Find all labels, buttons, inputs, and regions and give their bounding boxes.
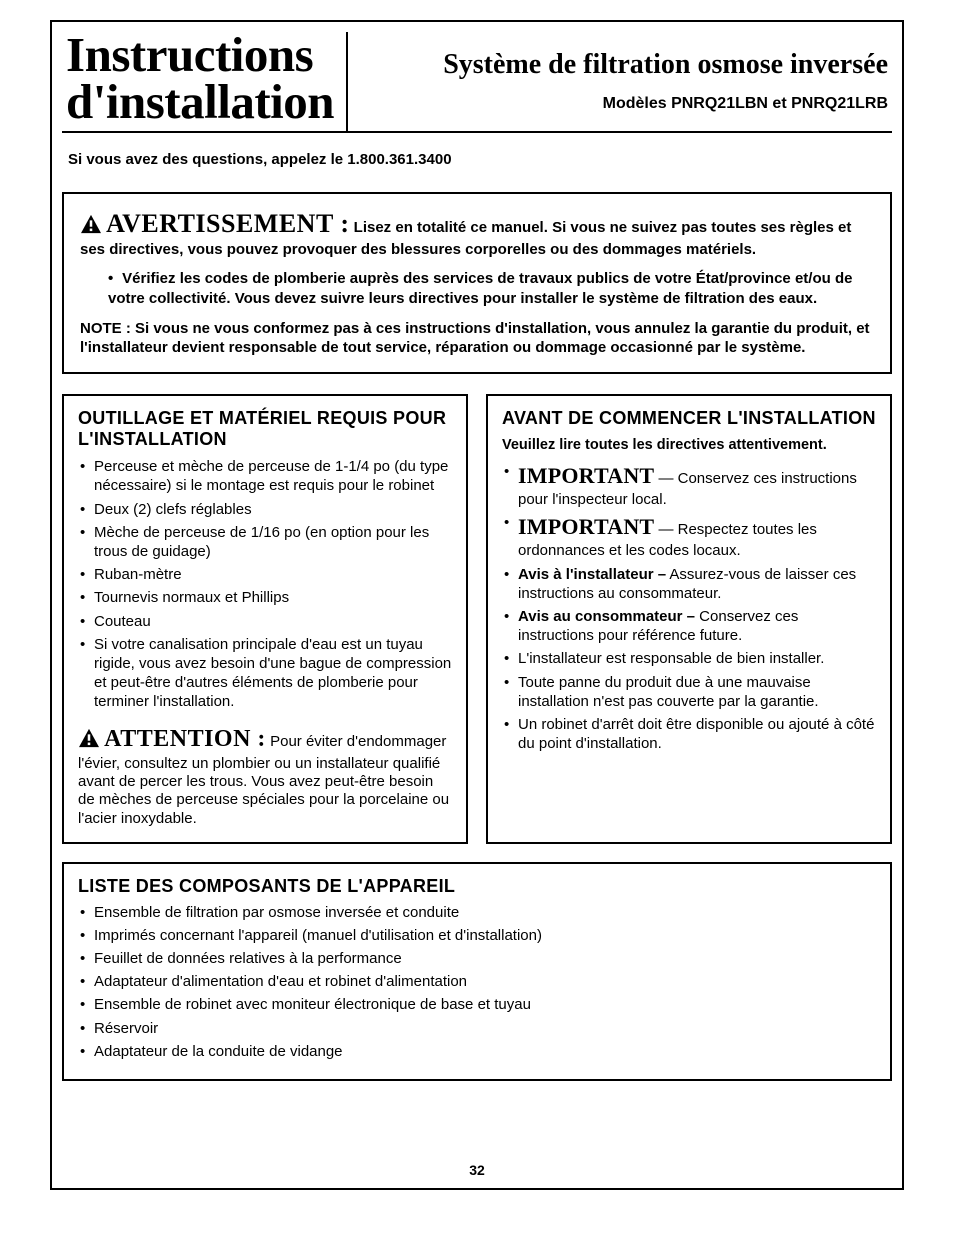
list-item: Toute panne du produit due à une mauvais… bbox=[502, 673, 876, 711]
list-item: Réservoir bbox=[78, 1019, 876, 1038]
attention-title: ATTENTION : bbox=[104, 726, 266, 752]
before-heading: AVANT DE COMMENCER L'INSTALLATION bbox=[502, 408, 876, 429]
list-item: Imprimés concernant l'appareil (manuel d… bbox=[78, 926, 876, 945]
installer-label: Avis à l'installateur – bbox=[518, 566, 666, 583]
tools-list: Perceuse et mèche de perceuse de 1-1/4 p… bbox=[78, 457, 452, 711]
list-item: Adaptateur d'alimentation d'eau et robin… bbox=[78, 972, 876, 991]
list-item: Avis au consommateur – Conservez ces ins… bbox=[502, 607, 876, 645]
list-item: Un robinet d'arrêt doit être disponible … bbox=[502, 715, 876, 753]
doc-title-line1: Instructions bbox=[66, 32, 334, 79]
before-box: AVANT DE COMMENCER L'INSTALLATION Veuill… bbox=[486, 394, 892, 844]
list-item: Ensemble de robinet avec moniteur électr… bbox=[78, 995, 876, 1014]
tools-heading: OUTILLAGE ET MATÉRIEL REQUIS POUR L'INST… bbox=[78, 408, 452, 449]
attention-block: ATTENTION : Pour éviter d'endommager l'é… bbox=[78, 725, 452, 827]
warning-heading-line: AVERTISSEMENT : Lisez en totalité ce man… bbox=[80, 208, 874, 259]
page-number: 32 bbox=[52, 1162, 902, 1178]
warning-bullet-text: Vérifiez les codes de plomberie auprès d… bbox=[108, 270, 852, 307]
page-header: Instructions d'installation Système de f… bbox=[62, 32, 892, 133]
page-border: Instructions d'installation Système de f… bbox=[50, 20, 904, 1190]
warning-bullet: • Vérifiez les codes de plomberie auprès… bbox=[108, 269, 874, 308]
system-title: Système de filtration osmose inversée bbox=[366, 50, 888, 81]
list-item: Tournevis normaux et Phillips bbox=[78, 588, 452, 607]
important-label: IMPORTANT bbox=[518, 463, 654, 488]
important-label: IMPORTANT bbox=[518, 514, 654, 539]
warning-triangle-icon bbox=[78, 728, 100, 748]
list-item: Feuillet de données relatives à la perfo… bbox=[78, 949, 876, 968]
list-item: Couteau bbox=[78, 612, 452, 631]
questions-line: Si vous avez des questions, appelez le 1… bbox=[68, 151, 886, 168]
list-item: IMPORTANT — Conservez ces instructions p… bbox=[502, 462, 876, 509]
document-page: Instructions d'installation Système de f… bbox=[0, 0, 954, 1235]
list-item: Si votre canalisation principale d'eau e… bbox=[78, 635, 452, 712]
tools-box: OUTILLAGE ET MATÉRIEL REQUIS POUR L'INST… bbox=[62, 394, 468, 844]
before-list: IMPORTANT — Conservez ces instructions p… bbox=[502, 462, 876, 753]
list-item: Ensemble de filtration par osmose invers… bbox=[78, 903, 876, 922]
list-item: Avis à l'installateur – Assurez-vous de … bbox=[502, 565, 876, 603]
list-item: Adaptateur de la conduite de vidange bbox=[78, 1042, 876, 1061]
doc-title-line2: d'installation bbox=[66, 79, 334, 126]
two-column-row: OUTILLAGE ET MATÉRIEL REQUIS POUR L'INST… bbox=[62, 394, 892, 844]
consumer-label: Avis au consommateur – bbox=[518, 608, 695, 625]
list-item: IMPORTANT — Respectez toutes les ordonna… bbox=[502, 513, 876, 560]
components-box: LISTE DES COMPOSANTS DE L'APPAREIL Ensem… bbox=[62, 862, 892, 1081]
header-right: Système de filtration osmose inversée Mo… bbox=[348, 32, 892, 131]
list-item: Ruban-mètre bbox=[78, 565, 452, 584]
warning-note: NOTE : Si vous ne vous conformez pas à c… bbox=[80, 320, 874, 358]
warning-box: AVERTISSEMENT : Lisez en totalité ce man… bbox=[62, 192, 892, 374]
warning-title: AVERTISSEMENT : bbox=[106, 209, 349, 238]
header-left: Instructions d'installation bbox=[62, 32, 348, 131]
before-lead: Veuillez lire toutes les directives atte… bbox=[502, 437, 876, 454]
list-item: L'installateur est responsable de bien i… bbox=[502, 649, 876, 668]
components-heading: LISTE DES COMPOSANTS DE L'APPAREIL bbox=[78, 876, 876, 897]
list-item: Mèche de perceuse de 1/16 po (en option … bbox=[78, 523, 452, 561]
models-line: Modèles PNRQ21LBN et PNRQ21LRB bbox=[366, 95, 888, 113]
list-item: Perceuse et mèche de perceuse de 1-1/4 p… bbox=[78, 457, 452, 495]
components-list: Ensemble de filtration par osmose invers… bbox=[78, 903, 876, 1061]
list-item: Deux (2) clefs réglables bbox=[78, 500, 452, 519]
warning-triangle-icon bbox=[80, 214, 102, 234]
